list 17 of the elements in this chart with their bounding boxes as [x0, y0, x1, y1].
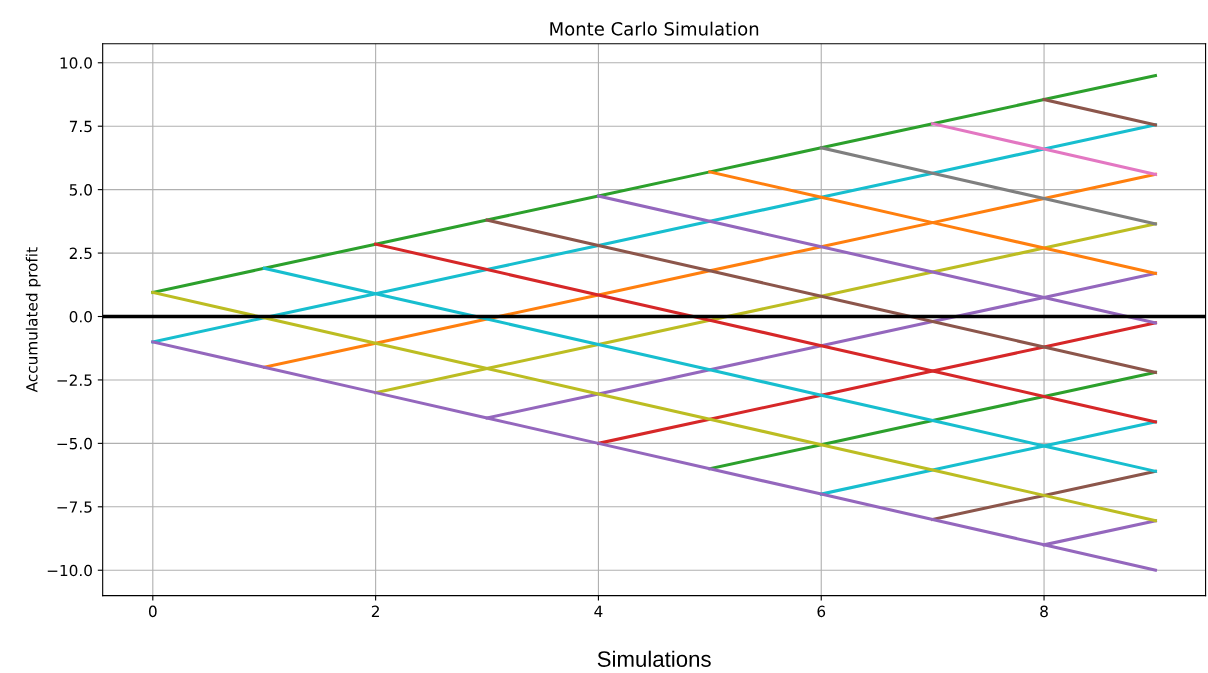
chart-title: Monte Carlo Simulation	[550, 21, 759, 36]
y-tick-label: 10.0	[60, 57, 92, 69]
y-tick-label: −7.5	[57, 501, 92, 513]
x-tick-label: 4	[594, 605, 603, 617]
x-tick-label: 6	[817, 605, 826, 618]
y-tick-label: −10.0	[47, 564, 92, 577]
x-tick-label: 8	[1040, 605, 1048, 618]
x-tick-label: 2	[371, 605, 379, 617]
y-tick-label: 2.5	[69, 247, 92, 260]
y-tick-label: 7.5	[69, 120, 92, 133]
y-axis-title: Accumulated profit	[25, 247, 41, 393]
x-axis-title: Simulations	[597, 650, 711, 667]
y-tick-label: 0.0	[69, 310, 92, 323]
y-tick-label: 5.0	[69, 184, 92, 196]
y-tick-label: −5.0	[57, 437, 92, 450]
x-tick-label: 0	[148, 605, 157, 618]
y-tick-label: −2.5	[57, 374, 92, 386]
